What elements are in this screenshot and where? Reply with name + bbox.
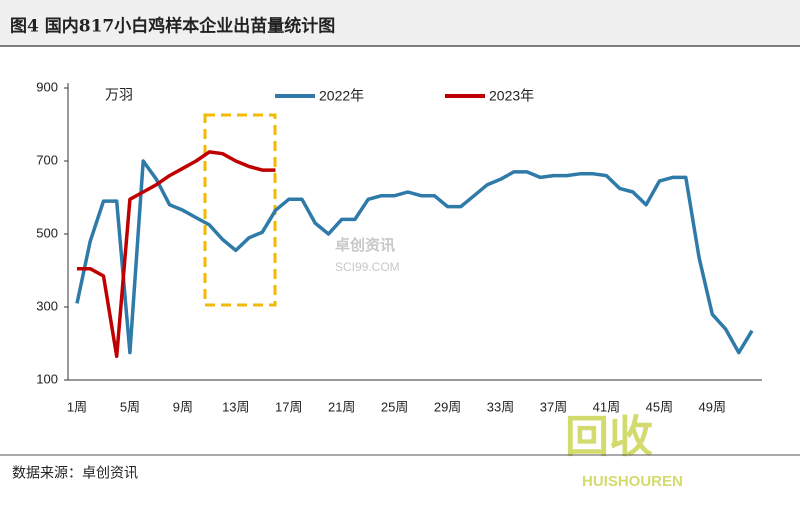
x-tick-label: 33周 [487,399,514,414]
chart-title: 图4 国内817小白鸡样本企业出苗量统计图 [10,16,335,37]
series-line [77,150,276,359]
title-bar [0,0,800,46]
source: 数据来源：卓创资讯 [12,465,138,481]
x-tick-label: 5周 [120,399,140,414]
y-tick-label: 700 [36,152,58,167]
x-tick-label: 17周 [275,399,302,414]
watermark: HUISHOUREN [582,473,683,490]
legend-label: 2022年 [319,88,364,104]
y-tick-label: 300 [36,298,58,313]
x-tick-label: 25周 [381,399,408,414]
y-unit: 万羽 [105,87,133,103]
y-tick-label: 500 [36,225,58,240]
series-line [75,159,754,355]
x-tick-label: 37周 [540,399,567,414]
y-tick-label: 100 [36,371,58,386]
x-tick-label: 13周 [222,399,249,414]
highlight-box [203,113,277,307]
x-tick-label: 21周 [328,399,355,414]
watermark: SCI99.COM [335,260,400,274]
legend-label: 2023年 [489,88,534,104]
x-tick-label: 1周 [67,399,87,414]
x-tick-label: 9周 [173,399,193,414]
x-tick-label: 45周 [646,399,673,414]
x-tick-label: 49周 [699,399,726,414]
x-tick-label: 41周 [593,399,620,414]
y-tick-label: 900 [36,79,58,94]
watermark: 回收 [565,413,653,462]
x-tick-label: 29周 [434,399,461,414]
watermark: 卓创资讯 [335,236,395,254]
